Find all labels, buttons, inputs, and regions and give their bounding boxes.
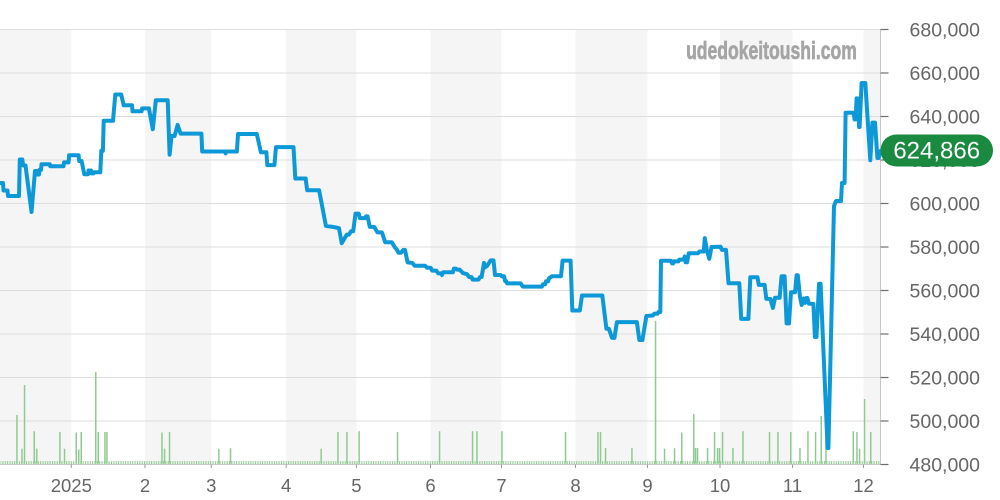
svg-text:10: 10 [710, 475, 731, 496]
svg-text:7: 7 [496, 475, 506, 496]
svg-text:8: 8 [570, 475, 580, 496]
svg-text:500,000: 500,000 [910, 411, 981, 433]
svg-text:560,000: 560,000 [910, 280, 981, 302]
svg-text:660,000: 660,000 [910, 63, 981, 85]
svg-text:640,000: 640,000 [910, 106, 981, 128]
svg-text:2: 2 [140, 475, 150, 496]
svg-text:520,000: 520,000 [910, 367, 981, 389]
svg-text:udedokeitoushi.com: udedokeitoushi.com [686, 36, 857, 65]
svg-text:3: 3 [206, 475, 216, 496]
svg-text:480,000: 480,000 [910, 454, 981, 476]
svg-text:624,866: 624,866 [893, 138, 980, 165]
svg-text:680,000: 680,000 [910, 19, 981, 41]
svg-text:580,000: 580,000 [910, 237, 981, 259]
svg-text:4: 4 [281, 475, 291, 496]
svg-text:2025: 2025 [51, 475, 92, 496]
svg-text:540,000: 540,000 [910, 324, 981, 346]
svg-text:12: 12 [853, 475, 874, 496]
svg-text:11: 11 [783, 475, 802, 496]
svg-text:5: 5 [351, 475, 361, 496]
svg-text:9: 9 [642, 475, 652, 496]
svg-text:6: 6 [425, 475, 435, 496]
svg-text:600,000: 600,000 [910, 193, 981, 215]
